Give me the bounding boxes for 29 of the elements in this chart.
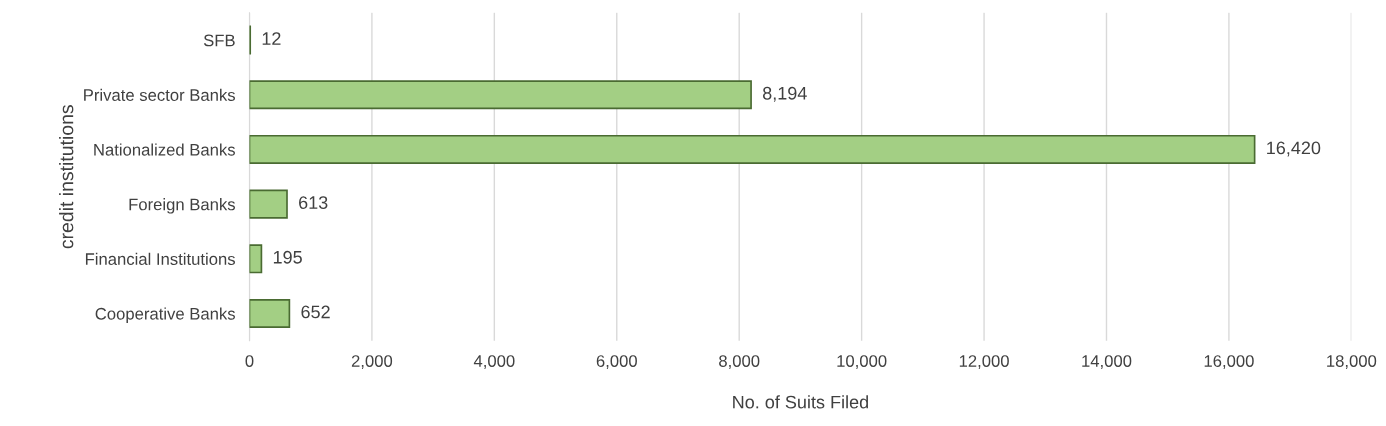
bar — [249, 189, 288, 219]
y-tick-label: Nationalized Banks — [94, 143, 235, 156]
y-axis-title: credit institutions — [59, 105, 74, 249]
bar — [249, 244, 263, 274]
data-label: 8,194 — [762, 86, 807, 102]
y-tick-label: Private sector Banks — [84, 88, 235, 101]
y-tick-label: SFB — [203, 34, 235, 47]
data-label: 12 — [262, 32, 281, 45]
x-tick-label: 2,000 — [351, 355, 393, 369]
x-tick-label: 0 — [245, 355, 254, 367]
bar — [249, 134, 1256, 164]
x-tick-label: 4,000 — [473, 355, 515, 369]
x-tick-label: 18,000 — [1327, 355, 1377, 369]
x-axis-title: No. of Suits Filed — [733, 395, 868, 409]
y-tick-label: Cooperative Banks — [95, 307, 235, 323]
x-tick-label: 10,000 — [837, 355, 887, 369]
data-label: 195 — [273, 250, 302, 264]
x-tick-label: 16,000 — [1204, 355, 1254, 369]
y-tick-label: Foreign Banks — [129, 198, 235, 214]
data-label: 16,420 — [1267, 141, 1321, 157]
x-tick-label: 12,000 — [959, 355, 1009, 369]
x-tick-label: 6,000 — [596, 355, 637, 369]
data-label: 613 — [299, 196, 328, 209]
bar — [249, 298, 291, 328]
y-tick-label: Financial Institutions — [85, 252, 235, 265]
x-tick-label: 8,000 — [719, 355, 760, 369]
x-tick-label: 14,000 — [1082, 355, 1132, 369]
bar — [249, 80, 752, 110]
data-label: 652 — [301, 305, 330, 319]
